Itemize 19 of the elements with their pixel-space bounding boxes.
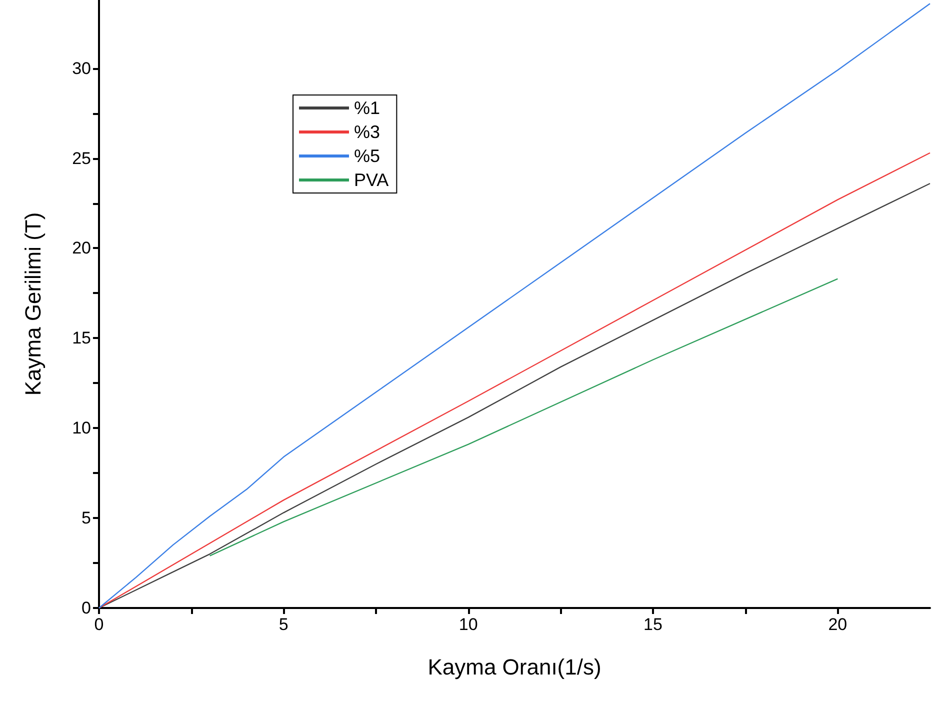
x-tick-label: 5 [278,615,288,634]
y-tick-label: 20 [72,238,91,258]
y-tick-label: 0 [82,598,91,618]
legend-label: PVA [354,170,389,190]
x-tick-label: 15 [644,615,662,634]
x-tick-label: 10 [458,615,478,634]
y-tick-label: 30 [72,58,91,78]
x-axis-title: Kayma Oranı(1/s) [428,654,602,680]
y-tick-label: 15 [72,328,91,348]
y-tick-label: 5 [82,508,91,528]
y-tick-label: 10 [72,418,91,438]
legend-label: %1 [354,98,380,118]
x-tick-label: 20 [828,615,848,634]
x-tick-label: 0 [94,615,104,634]
y-axis-title: Kayma Gerilimi (T) [20,212,46,396]
legend-label: %3 [354,122,380,142]
line-series [209,278,838,556]
y-tick-label: 25 [72,148,91,168]
legend-label: %5 [354,146,380,166]
